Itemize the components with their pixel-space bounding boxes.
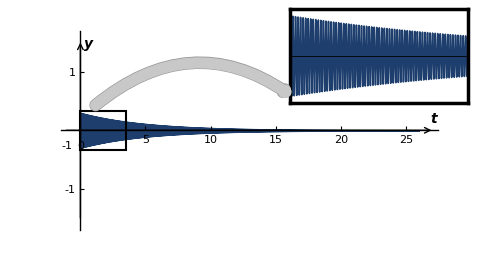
Text: 0: 0 xyxy=(77,141,84,151)
Bar xyxy=(80,111,126,150)
Text: -1: -1 xyxy=(62,141,73,151)
Text: y: y xyxy=(84,37,94,51)
Text: t: t xyxy=(431,112,437,126)
